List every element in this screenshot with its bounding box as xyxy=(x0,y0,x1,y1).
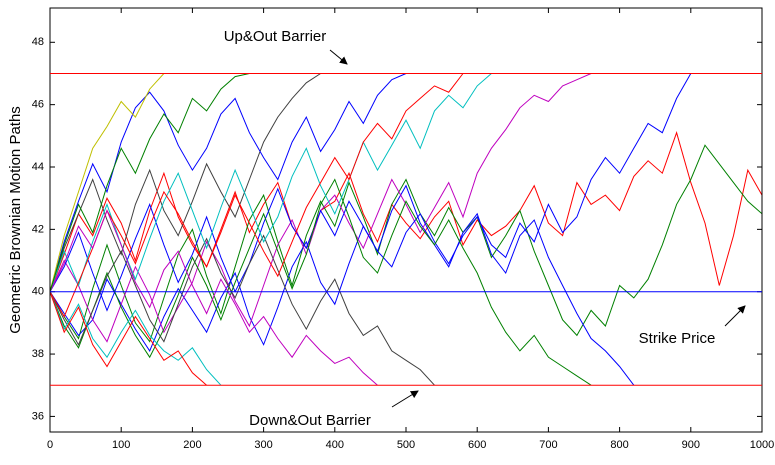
y-tick-label: 40 xyxy=(32,286,44,298)
x-tick-label: 400 xyxy=(326,439,344,451)
path-line xyxy=(50,131,762,292)
annotation: Strike Price xyxy=(639,330,716,347)
y-tick-label: 42 xyxy=(32,223,44,235)
y-tick-label: 36 xyxy=(32,410,44,422)
path-line xyxy=(50,291,222,386)
path-line xyxy=(50,234,435,386)
annotation-arrow xyxy=(329,49,348,65)
x-tick-label: 1000 xyxy=(750,439,774,451)
path-line xyxy=(50,178,592,386)
x-tick-label: 100 xyxy=(112,439,130,451)
x-tick-label: 200 xyxy=(183,439,201,451)
path-line xyxy=(50,73,464,318)
y-axis-label: Geometric Brownian Motion Paths xyxy=(7,106,24,334)
x-tick-label: 500 xyxy=(397,439,415,451)
path-line xyxy=(50,209,378,386)
path-line xyxy=(50,184,635,386)
annotation: Up&Out Barrier xyxy=(224,28,327,45)
x-tick-label: 800 xyxy=(610,439,628,451)
path-line xyxy=(50,291,207,386)
annotation-arrow xyxy=(391,390,419,408)
x-tick-label: 0 xyxy=(47,439,53,451)
plot-lines xyxy=(50,73,762,386)
x-tick-label: 700 xyxy=(539,439,557,451)
x-tick-label: 300 xyxy=(254,439,272,451)
y-tick-label: 44 xyxy=(32,161,44,173)
x-tick-label: 900 xyxy=(682,439,700,451)
path-line xyxy=(50,73,692,312)
annotation: Down&Out Barrier xyxy=(249,412,371,429)
path-line xyxy=(50,73,407,292)
y-tick-label: 38 xyxy=(32,348,44,360)
annotation-arrow xyxy=(724,305,746,327)
y-tick-label: 46 xyxy=(32,99,44,111)
path-line xyxy=(50,73,250,292)
x-tick-label: 600 xyxy=(468,439,486,451)
y-tick-label: 48 xyxy=(32,36,44,48)
path-line xyxy=(50,73,321,292)
path-line xyxy=(50,144,762,343)
path-line xyxy=(50,73,165,292)
